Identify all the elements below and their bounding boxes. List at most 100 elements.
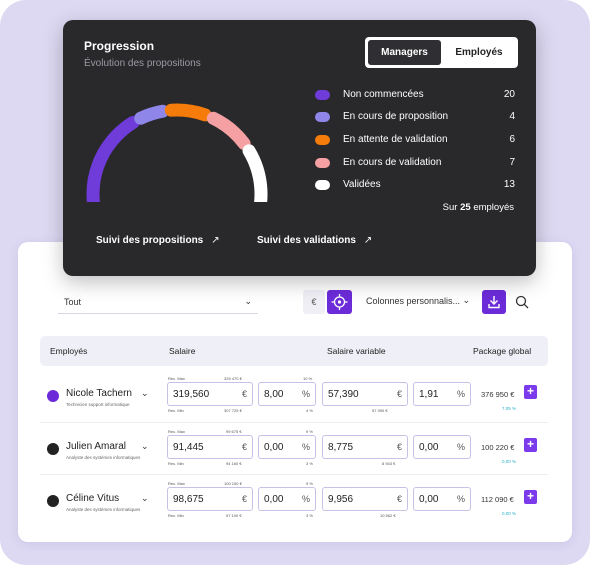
- filter-select-value: Tout: [64, 297, 82, 307]
- salary-pct-unit: %: [301, 389, 310, 399]
- package-pct: 0,00 %: [502, 459, 517, 464]
- total-employees: Sur 25 employés: [443, 202, 514, 213]
- legend-swatch: [315, 158, 330, 168]
- variable-pct-input[interactable]: 0,00 %: [413, 435, 471, 459]
- variable-pct-value: 0,00: [419, 494, 439, 505]
- employee-name[interactable]: Nicole Tachern: [66, 388, 132, 399]
- chevron-down-icon: ⌄: [244, 296, 252, 306]
- salary-pct-unit: %: [301, 494, 310, 504]
- filter-select[interactable]: Tout ⌄: [58, 292, 258, 314]
- rec-max-label: Rec. Max: [168, 481, 185, 486]
- pct-min-value: 4 %: [306, 408, 313, 413]
- columns-select[interactable]: Colonnes personnalis... ⌄: [366, 292, 470, 312]
- download-button[interactable]: [482, 290, 506, 314]
- variable-pct-value: 0,00: [419, 442, 439, 453]
- search-button[interactable]: [510, 290, 534, 314]
- link-label: Suivi des propositions: [96, 235, 204, 246]
- variable-pct-unit: %: [456, 442, 465, 452]
- salary-pct-value: 8,00: [264, 389, 284, 400]
- legend-item: En attente de validation 6: [315, 133, 515, 149]
- rec-min-value: 97 100 €: [226, 513, 242, 518]
- variable-input[interactable]: 8,775 €: [322, 435, 408, 459]
- salary-pct-value: 0,00: [264, 494, 284, 505]
- pct-min-value: 3 %: [306, 461, 313, 466]
- role-toggle: Managers Employés: [365, 37, 518, 68]
- tab-employes[interactable]: Employés: [455, 47, 503, 58]
- pct-min-value: 3 %: [306, 513, 313, 518]
- salary-pct-value: 0,00: [264, 442, 284, 453]
- chevron-down-icon[interactable]: ⌄: [141, 441, 149, 451]
- salary-unit: €: [241, 389, 247, 399]
- add-comment-button[interactable]: +: [524, 490, 537, 504]
- variable-pct-input[interactable]: 1,91 %: [413, 382, 471, 406]
- target-icon: [331, 294, 348, 310]
- header-salaire[interactable]: Salaire: [169, 346, 196, 356]
- employee-job: Technicien support informatique: [66, 402, 130, 407]
- salary-pct-unit: %: [301, 442, 310, 452]
- header-employes[interactable]: Employés: [50, 346, 88, 356]
- gauge-segment-4: [206, 111, 251, 150]
- rec-max-value: 325 470 €: [224, 376, 242, 381]
- variable-value: 9,956: [328, 494, 354, 505]
- download-icon: [488, 296, 500, 309]
- variable-pct-input[interactable]: 0,00 %: [413, 487, 471, 511]
- salary-value: 98,675: [173, 494, 204, 505]
- rec-min-value: 307 725 €: [224, 408, 242, 413]
- chevron-down-icon[interactable]: ⌄: [141, 388, 149, 398]
- legend-label: En cours de proposition: [343, 111, 449, 122]
- progress-gauge: [86, 103, 268, 202]
- progression-card: Progression Évolution des propositions M…: [63, 20, 536, 276]
- add-comment-button[interactable]: +: [524, 385, 537, 399]
- header-package-global[interactable]: Package global: [473, 346, 532, 356]
- total-prefix: Sur: [442, 202, 458, 213]
- employee-name[interactable]: Céline Vitus: [66, 493, 120, 504]
- rec-min-value: 94 160 €: [226, 461, 242, 466]
- gauge-segment-3: [164, 103, 212, 122]
- legend-count: 4: [509, 111, 515, 122]
- salary-value: 91,445: [173, 442, 204, 453]
- gauge-segment-2: [134, 104, 170, 125]
- variable-min-value: 57 390 €: [372, 408, 388, 413]
- legend-swatch: [315, 135, 330, 145]
- rec-max-label: Rec. Max: [168, 376, 185, 381]
- variable-input[interactable]: 57,390 €: [322, 382, 408, 406]
- table-row: Céline Vitus Analyste des systèmes infor…: [40, 474, 548, 526]
- link-label: Suivi des validations: [257, 235, 356, 246]
- rec-max-label: Rec. Max: [168, 429, 185, 434]
- total-count: 25: [460, 202, 471, 213]
- salary-pct-input[interactable]: 0,00 %: [258, 487, 316, 511]
- salary-input[interactable]: 91,445 €: [167, 435, 253, 459]
- salary-pct-input[interactable]: 0,00 %: [258, 435, 316, 459]
- header-salaire-variable[interactable]: Salaire variable: [327, 346, 386, 356]
- tab-managers[interactable]: Managers: [368, 40, 441, 65]
- variable-unit: €: [396, 389, 402, 399]
- salary-value: 319,560: [173, 389, 210, 400]
- legend-item: Validées 13: [315, 178, 515, 194]
- legend-item: Non commencées 20: [315, 88, 515, 104]
- chevron-down-icon[interactable]: ⌄: [141, 493, 149, 503]
- add-comment-button[interactable]: +: [524, 438, 537, 452]
- target-button[interactable]: [327, 290, 352, 314]
- salary-pct-input[interactable]: 8,00 %: [258, 382, 316, 406]
- rec-min-label: Rec. Min: [168, 408, 184, 413]
- pct-max-value: 9 %: [306, 429, 313, 434]
- legend-item: En cours de validation 7: [315, 156, 515, 172]
- table-row: Julien Amaral Analyste des systèmes info…: [40, 422, 548, 474]
- employee-job: Analyste des systèmes informatiques: [66, 507, 141, 512]
- suivi-validations-link[interactable]: Suivi des validations ↗: [257, 235, 372, 246]
- rec-max-value: 100 150 €: [224, 481, 242, 486]
- avatar: [47, 390, 59, 402]
- legend-count: 20: [503, 89, 515, 100]
- table-row: Nicole Tachern Technicien support inform…: [40, 370, 548, 422]
- variable-value: 8,775: [328, 442, 354, 453]
- rec-min-label: Rec. Min: [168, 461, 184, 466]
- salary-input[interactable]: 98,675 €: [167, 487, 253, 511]
- currency-toggle[interactable]: €: [303, 290, 325, 314]
- pct-max-value: 9 %: [306, 481, 313, 486]
- suivi-propositions-link[interactable]: Suivi des propositions ↗: [96, 235, 220, 246]
- total-suffix: employés: [473, 202, 514, 213]
- salary-input[interactable]: 319,560 €: [167, 382, 253, 406]
- variable-input[interactable]: 9,956 €: [322, 487, 408, 511]
- employee-name[interactable]: Julien Amaral: [66, 441, 127, 452]
- legend-item: En cours de proposition 4: [315, 110, 515, 126]
